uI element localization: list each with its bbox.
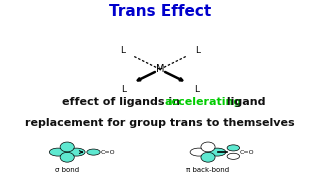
- Text: L: L: [120, 46, 125, 55]
- Ellipse shape: [227, 153, 240, 159]
- Text: C=O: C=O: [100, 150, 115, 155]
- Text: Trans Effect: Trans Effect: [109, 4, 211, 19]
- Ellipse shape: [201, 152, 215, 162]
- Ellipse shape: [190, 148, 208, 156]
- Text: ligand: ligand: [223, 97, 266, 107]
- Ellipse shape: [227, 145, 240, 151]
- Text: π back-bond: π back-bond: [187, 167, 229, 173]
- Text: effect of ligands in: effect of ligands in: [62, 97, 184, 107]
- Ellipse shape: [68, 148, 85, 156]
- Ellipse shape: [201, 142, 215, 152]
- Text: L: L: [195, 46, 200, 55]
- Text: σ bond: σ bond: [55, 167, 79, 173]
- Text: C=O: C=O: [240, 150, 255, 155]
- Ellipse shape: [60, 142, 74, 152]
- Text: L: L: [121, 85, 126, 94]
- Text: L: L: [194, 85, 199, 94]
- Text: M: M: [156, 64, 164, 74]
- Ellipse shape: [87, 149, 100, 155]
- Ellipse shape: [60, 152, 74, 162]
- Ellipse shape: [49, 148, 67, 156]
- Ellipse shape: [208, 148, 226, 156]
- Text: accelerating: accelerating: [165, 97, 242, 107]
- Text: replacement for group trans to themselves: replacement for group trans to themselve…: [25, 118, 295, 128]
